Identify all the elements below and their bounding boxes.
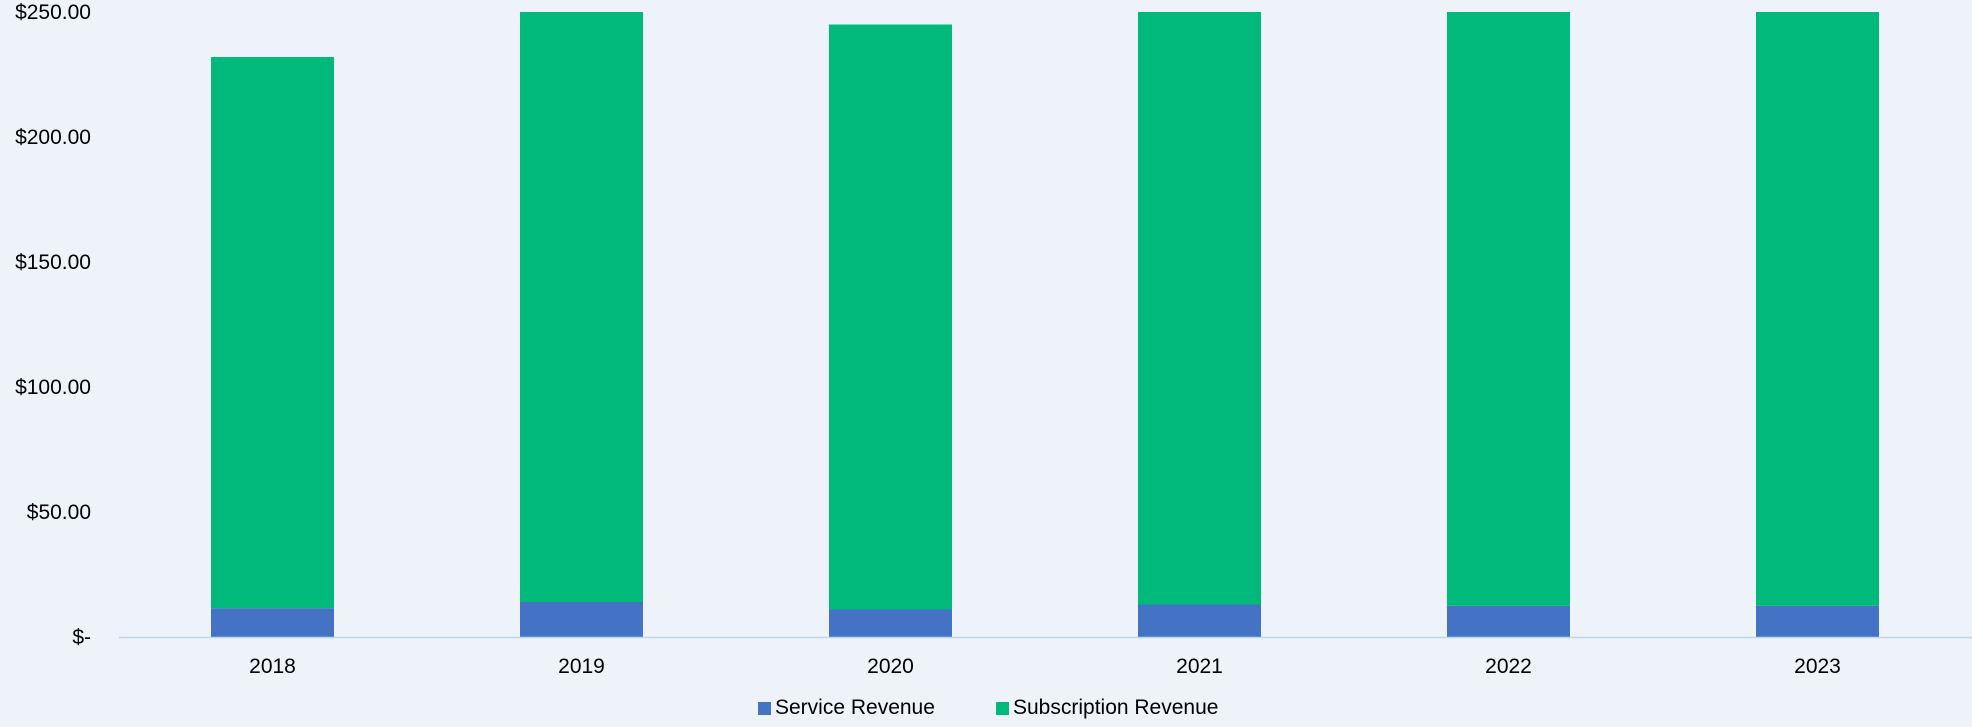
bar-service-2021 xyxy=(1138,604,1261,637)
y-axis-tick-labels: $- $50.00 $100.00 $150.00 $200.00 $250.00 xyxy=(15,1,91,649)
bar-subscription-2022 xyxy=(1447,12,1570,606)
legend-label-subscription: Subscription Revenue xyxy=(1013,696,1218,719)
bar-service-2019 xyxy=(520,602,643,637)
bar-subscription-2021 xyxy=(1138,12,1261,605)
bar-subscription-2019 xyxy=(520,12,643,602)
bars-layer xyxy=(211,12,1879,638)
y-tick-label: $200.00 xyxy=(15,126,91,149)
y-tick-label: $150.00 xyxy=(15,251,91,274)
x-tick-label-2020: 2020 xyxy=(867,655,914,678)
x-tick-label-2018: 2018 xyxy=(249,655,296,678)
y-tick-label: $100.00 xyxy=(15,376,91,399)
legend-swatch-service xyxy=(758,702,771,715)
bar-service-2023 xyxy=(1756,605,1879,638)
x-tick-label-2023: 2023 xyxy=(1794,655,1841,678)
bar-service-2018 xyxy=(211,608,334,638)
bar-service-2020 xyxy=(829,609,952,637)
y-tick-label: $- xyxy=(72,626,91,649)
bar-subscription-2018 xyxy=(211,57,334,609)
bar-service-2022 xyxy=(1447,605,1570,638)
x-tick-label-2022: 2022 xyxy=(1485,655,1532,678)
y-tick-label: $250.00 xyxy=(15,1,91,24)
x-axis-tick-labels: 2018 2019 2020 2021 2022 2023 xyxy=(249,655,1841,678)
bar-subscription-2020 xyxy=(829,24,952,610)
legend-swatch-subscription xyxy=(996,702,1009,715)
x-tick-label-2021: 2021 xyxy=(1176,655,1223,678)
legend: Service Revenue Subscription Revenue xyxy=(758,696,1218,719)
bar-subscription-2023 xyxy=(1756,12,1879,606)
x-tick-label-2019: 2019 xyxy=(558,655,605,678)
legend-label-service: Service Revenue xyxy=(775,696,935,719)
y-tick-label: $50.00 xyxy=(27,501,91,524)
